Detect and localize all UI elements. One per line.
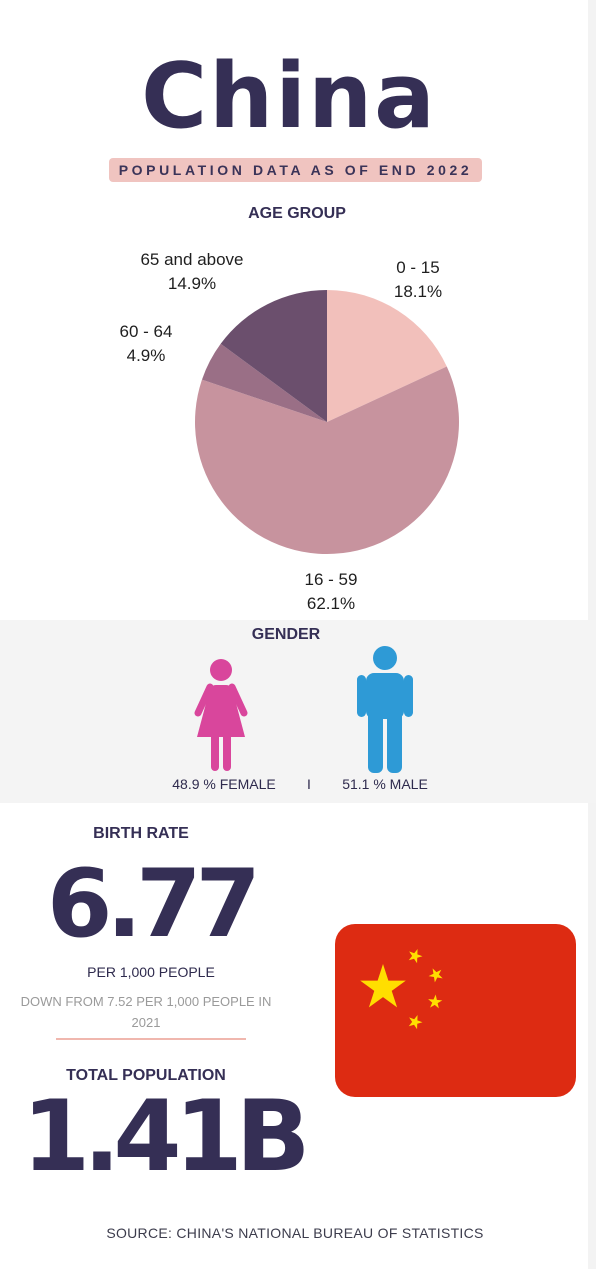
birth-rate-unit: PER 1,000 PEOPLE [87, 964, 215, 980]
flag-stars [360, 948, 443, 1030]
flag-small-star [408, 1014, 423, 1030]
flag-small-star [428, 994, 443, 1009]
pie-slice-16-59 [195, 366, 459, 554]
pie-slice-label: 0 - 15 [396, 258, 440, 277]
total-population-heading: TOTAL POPULATION [66, 1067, 226, 1084]
age-pie-chart [195, 290, 459, 554]
section-divider [56, 1038, 246, 1040]
total-population-value: 1.41B [22, 1080, 311, 1194]
age-group-heading: AGE GROUP [248, 205, 346, 222]
pie-label-0-15: 0 - 15 18.1% [363, 256, 473, 304]
pie-slice-value: 14.9% [167, 274, 217, 293]
page-title: China [141, 44, 437, 149]
source-footer: SOURCE: CHINA'S NATIONAL BUREAU OF STATI… [106, 1225, 484, 1241]
pie-slice-60-64 [201, 343, 327, 422]
female-percentage: 48.9 % FEMALE [172, 776, 276, 792]
pie-slice-65-and-above [220, 290, 327, 422]
flag-small-star [408, 948, 423, 964]
pie-label-65-above: 65 and above 14.9% [122, 248, 262, 296]
pie-label-16-59: 16 - 59 62.1% [276, 568, 386, 616]
pie-slice-0-15 [327, 290, 447, 422]
flag-small-star [428, 968, 443, 983]
pie-slice-label: 65 and above [140, 250, 244, 269]
pie-slice-value: 18.1% [393, 282, 443, 301]
birth-rate-note: DOWN FROM 7.52 PER 1,000 PEOPLE IN 2021 [20, 994, 272, 1030]
page-subtitle: POPULATION DATA AS OF END 2022 [118, 162, 473, 178]
gender-heading: GENDER [251, 626, 321, 643]
subtitle-pill [109, 158, 482, 182]
pie-slice-label: 16 - 59 [304, 570, 358, 589]
pie-label-60-64: 60 - 64 4.9% [96, 320, 196, 368]
gender-section [0, 620, 596, 803]
male-person-icon [357, 646, 413, 773]
birth-rate-heading: BIRTH RATE [93, 825, 189, 842]
gender-separator: I [307, 776, 311, 792]
china-flag-icon [335, 924, 576, 1097]
birth-rate-value: 6.77 [47, 850, 261, 959]
female-person-icon [194, 659, 248, 771]
flag-large-star [360, 964, 406, 1008]
pie-slice-value: 62.1% [306, 594, 356, 613]
male-percentage: 51.1 % MALE [342, 776, 428, 792]
pie-slice-value: 4.9% [126, 346, 166, 365]
pie-slice-label: 60 - 64 [119, 322, 173, 341]
